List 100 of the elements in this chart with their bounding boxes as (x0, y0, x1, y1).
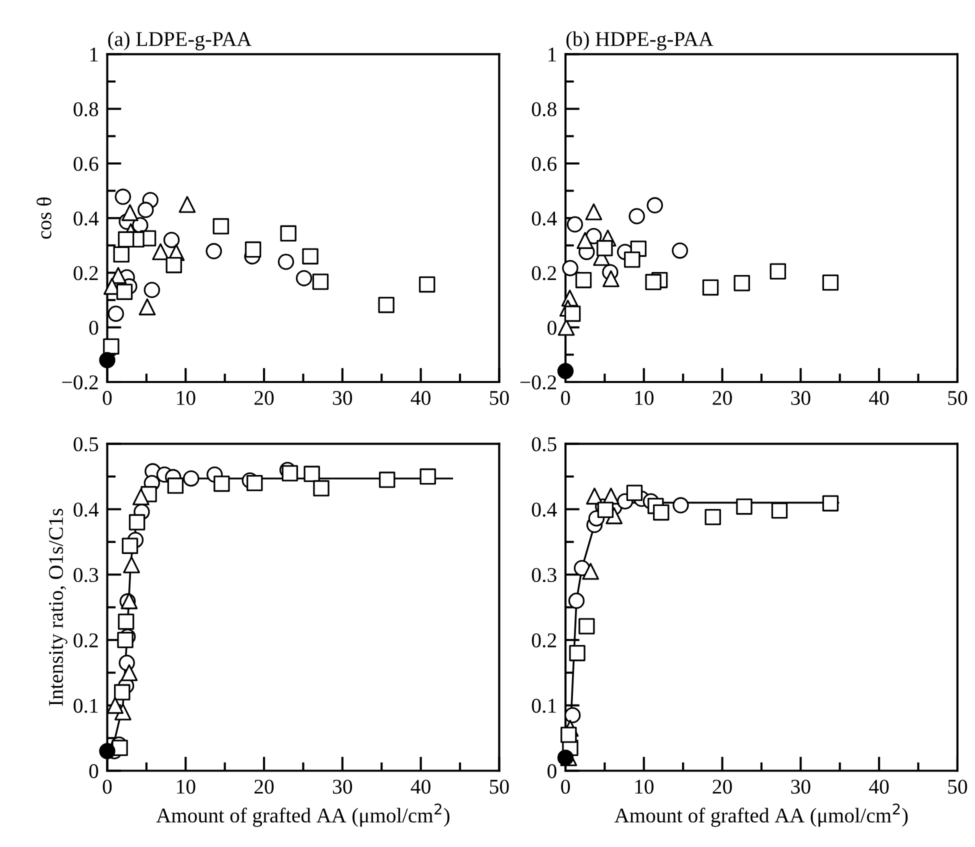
y-tick-label: 0.8 (532, 102, 556, 116)
y-tick-label: 1 (548, 48, 556, 62)
point (560, 726, 577, 743)
point (771, 502, 788, 519)
point (822, 495, 839, 512)
point (116, 284, 133, 300)
point (378, 472, 396, 488)
point (378, 296, 394, 314)
y-tick-label: 0.5 (532, 437, 556, 452)
point (246, 474, 263, 492)
point (578, 618, 595, 634)
point (114, 684, 130, 700)
y-axis-title: Intensity ratio, O1s/C1s (49, 508, 68, 706)
y-tick-label: 1 (90, 48, 98, 62)
y-tick-label: 0.2 (74, 633, 98, 648)
point (770, 263, 786, 280)
y-tick-label: 0.4 (74, 211, 99, 226)
point (653, 504, 670, 521)
y-tick-label: 0.2 (532, 633, 556, 648)
x-axis-title: Amount of grafted AA (μmol/cm$^{2}$) (614, 804, 908, 827)
point (734, 274, 750, 292)
x-tick-label: 40 (410, 780, 430, 794)
point (313, 480, 330, 496)
y-tick-label: 0 (89, 320, 98, 335)
point (624, 252, 640, 268)
x-tick-label: 20 (254, 780, 274, 794)
point (128, 514, 146, 530)
point (118, 614, 134, 630)
x-tick-label: 40 (410, 390, 430, 405)
point (166, 256, 182, 274)
point (645, 274, 662, 290)
x-tick-label: 50 (948, 780, 968, 794)
x-tick-label: 30 (333, 390, 352, 405)
point (123, 556, 140, 574)
y-axis-title: cos θ (36, 198, 52, 239)
chart-title: (b) HDPE-g-PAA (566, 31, 714, 50)
y-tick-label: 0.6 (532, 156, 557, 171)
y-tick-label: 0.1 (532, 698, 556, 713)
y-tick-label: 0 (89, 764, 98, 778)
y-tick-label: 0 (548, 320, 556, 335)
point (822, 274, 839, 291)
point (596, 240, 613, 256)
x-axis-title: Amount of grafted AA (μmol/cm$^{2}$) (156, 804, 450, 827)
point (120, 664, 138, 682)
point (420, 468, 436, 485)
chart-title: (a) LDPE-g-PAA (108, 31, 252, 50)
y-tick-label: 0.5 (74, 437, 98, 452)
point (569, 644, 586, 662)
y-tick-label: 0.8 (74, 102, 98, 116)
y-tick-label: 0.4 (74, 502, 99, 517)
y-tick-label: 0.3 (74, 568, 98, 582)
point (564, 707, 581, 724)
point (704, 508, 721, 526)
point (597, 502, 614, 518)
point (602, 270, 620, 288)
point (302, 248, 318, 264)
point (672, 497, 689, 514)
y-tick-label: 0.6 (74, 156, 98, 171)
point (118, 231, 134, 248)
x-tick-label: 10 (635, 390, 654, 405)
y-tick-label: −0.2 (62, 375, 98, 390)
point (214, 476, 230, 492)
point (626, 484, 643, 501)
x-tick-label: 40 (869, 390, 889, 405)
point (138, 202, 154, 218)
x-tick-label: 20 (712, 390, 732, 405)
point (103, 338, 120, 355)
point (557, 362, 574, 380)
x-tick-label: 20 (254, 390, 274, 405)
y-tick-label: 0.3 (532, 568, 556, 582)
x-tick-label: 0 (561, 780, 570, 794)
point (132, 488, 150, 506)
point (418, 276, 436, 293)
x-tick-label: 50 (490, 390, 509, 405)
point (99, 352, 116, 368)
x-tick-label: 50 (948, 390, 968, 405)
point (564, 306, 581, 322)
y-tick-label: −0.2 (520, 375, 556, 390)
x-tick-label: 0 (102, 780, 112, 794)
point (167, 478, 184, 494)
x-tick-label: 10 (635, 780, 654, 794)
point (582, 562, 600, 580)
point (562, 260, 578, 276)
point (183, 470, 200, 487)
x-tick-label: 10 (177, 780, 196, 794)
point (575, 272, 592, 288)
x-tick-label: 10 (177, 390, 196, 405)
y-tick-label: 0.4 (532, 502, 557, 517)
y-tick-label: 0.2 (532, 266, 556, 280)
y-tick-label: 0 (548, 764, 556, 778)
point (576, 232, 594, 249)
y-tick-label: 0.4 (532, 211, 557, 226)
point (99, 743, 116, 760)
y-tick-label: 0.1 (74, 698, 98, 713)
x-tick-label: 30 (791, 780, 810, 794)
point (304, 466, 320, 482)
point (557, 750, 574, 766)
point (122, 538, 138, 554)
point (702, 279, 719, 296)
x-tick-label: 30 (791, 390, 810, 405)
